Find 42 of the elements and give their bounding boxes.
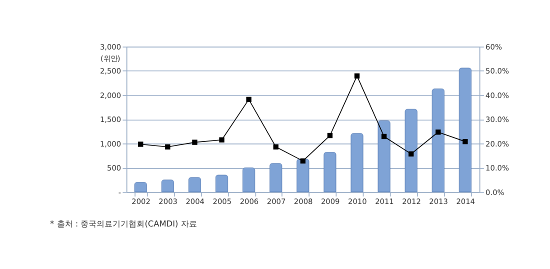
- x-tick-label: 2013: [429, 196, 448, 206]
- y-tick-label: 2,000: [100, 90, 122, 100]
- y2-tick-label: 10.0%: [486, 164, 509, 173]
- y2-tick-label: 50.0%: [486, 66, 509, 76]
- x-tick-label: 2003: [158, 196, 178, 206]
- y-axis-title: (위안): [100, 54, 120, 64]
- y-tick-label: 2,500: [100, 66, 122, 76]
- y-tick-label: 1,500: [100, 115, 122, 124]
- y2-tick-label: 60%: [486, 42, 502, 52]
- point: [408, 151, 414, 157]
- x-tick-label: 2007: [266, 196, 286, 206]
- x-tick-label: 2012: [402, 196, 421, 206]
- x-tick-label: 2006: [240, 196, 259, 206]
- point: [138, 142, 144, 147]
- x-tick-label: 2008: [294, 196, 314, 206]
- point: [354, 73, 360, 79]
- text: * 출처 : 중국의료기기협회(CAMDI) 자료: [50, 218, 197, 228]
- point: [436, 130, 441, 135]
- point: [381, 134, 387, 140]
- y2-tick-label: 30.0%: [486, 115, 509, 124]
- y-tick-label: -: [118, 188, 122, 197]
- x-tick-label: 2011: [375, 196, 394, 206]
- x-tick-label: 2002: [132, 196, 150, 206]
- x-tick-label: 2004: [186, 196, 205, 206]
- y-tick-label: 1,000: [100, 139, 122, 148]
- point: [300, 158, 306, 164]
- x-tick-label: 2005: [212, 196, 232, 206]
- point: [165, 144, 170, 150]
- y-tick-label: 500: [107, 164, 122, 173]
- point: [246, 96, 252, 102]
- y2-tick-label: 20.0%: [486, 139, 509, 148]
- point: [327, 132, 333, 138]
- y2-tick-label: 0.0%: [486, 188, 504, 197]
- y-tick-label: 3,000: [100, 42, 122, 52]
- point: [273, 144, 278, 150]
- x-tick-label: 2010: [348, 196, 368, 206]
- point: [462, 138, 468, 144]
- y2-tick-label: 40.0%: [486, 90, 509, 100]
- point: [219, 137, 224, 142]
- x-tick-label: 2014: [456, 196, 476, 206]
- point: [192, 140, 198, 145]
- x-tick-label: 2009: [320, 196, 340, 206]
